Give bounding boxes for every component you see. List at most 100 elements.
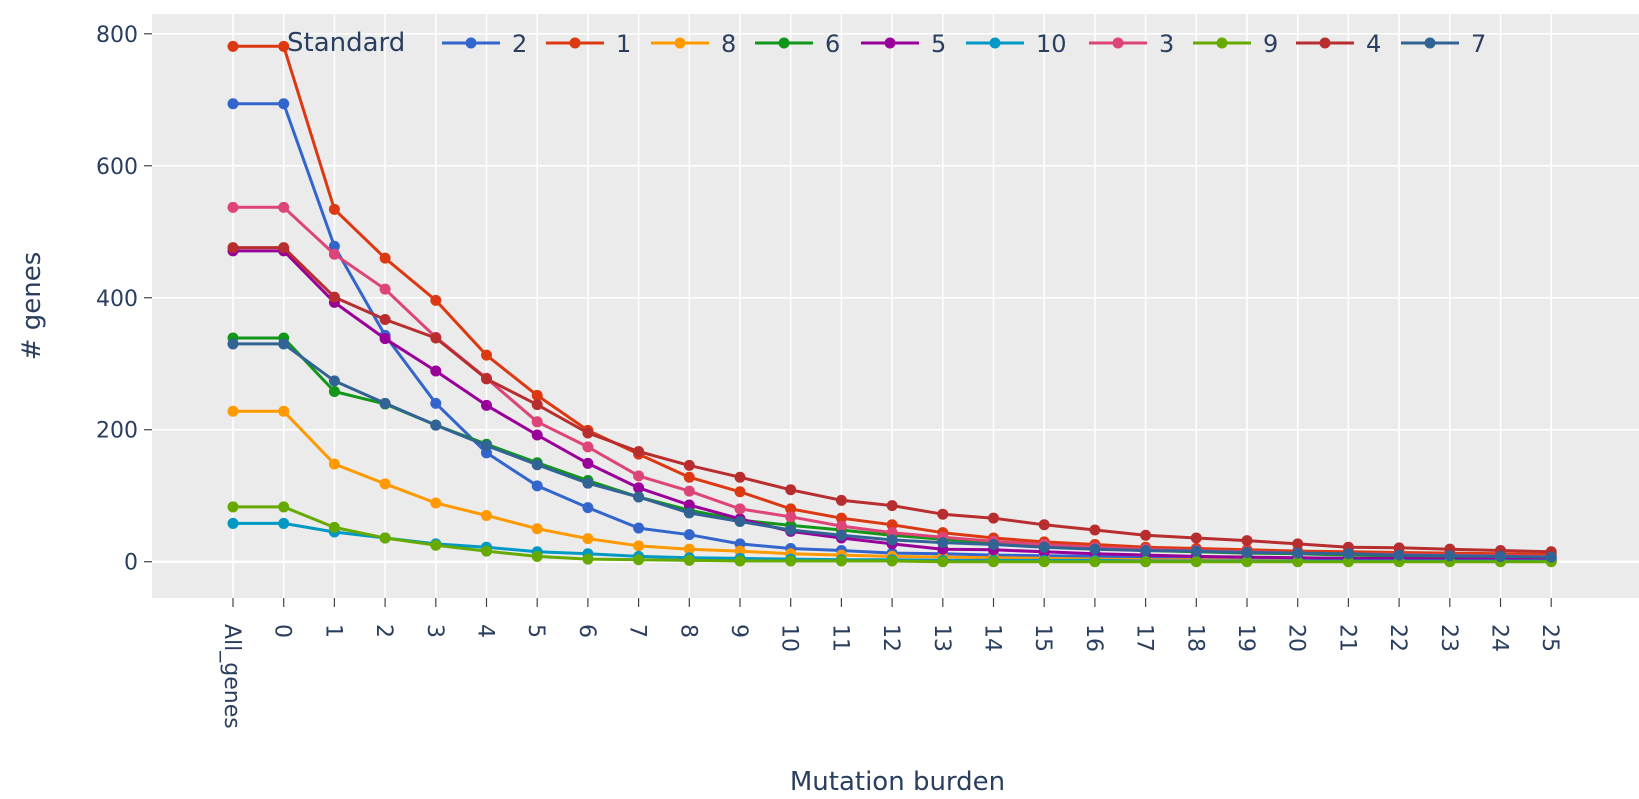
plot-background [152, 14, 1639, 598]
x-tick-label: 14 [980, 624, 1005, 652]
data-point [1140, 529, 1152, 541]
legend-swatch-marker [674, 37, 686, 49]
data-point [328, 240, 340, 252]
data-point [734, 486, 746, 498]
x-tick-label: 13 [929, 624, 954, 652]
x-tick-label: 19 [1233, 624, 1258, 652]
data-point [227, 40, 239, 52]
data-point [835, 494, 847, 506]
data-point [633, 470, 645, 482]
data-point [430, 294, 442, 306]
data-point [1292, 556, 1304, 568]
data-point [683, 499, 695, 511]
data-point [734, 471, 746, 483]
x-tick-label: 25 [1537, 624, 1562, 652]
data-point [379, 397, 391, 409]
data-point [227, 517, 239, 529]
data-point [278, 405, 290, 417]
y-tick-label: 200 [96, 419, 138, 444]
data-point [531, 550, 543, 562]
data-point [1140, 544, 1152, 556]
data-point [1190, 556, 1202, 568]
data-point [988, 539, 999, 551]
data-point [582, 427, 594, 439]
data-point [582, 477, 594, 489]
data-point [683, 459, 695, 471]
data-point [785, 484, 797, 496]
data-point [886, 500, 898, 512]
legend-item-8[interactable]: 8 [651, 30, 736, 58]
data-point [633, 540, 645, 552]
data-point [531, 416, 543, 428]
legend-swatch-marker [1319, 37, 1331, 49]
data-point [1241, 546, 1253, 558]
data-point [481, 510, 492, 522]
legend-item-10[interactable]: 10 [966, 30, 1067, 58]
data-point [531, 480, 543, 492]
x-tick-label: 3 [422, 624, 447, 638]
legend-item-4[interactable]: 4 [1296, 30, 1381, 58]
legend-item-2[interactable]: 2 [442, 30, 527, 58]
data-point [835, 512, 847, 524]
data-point [328, 385, 340, 397]
x-tick-label: 4 [473, 624, 498, 638]
data-point [1292, 547, 1304, 559]
x-tick-label: 2 [371, 624, 396, 638]
data-point [886, 519, 898, 531]
data-point [1495, 550, 1506, 562]
legend-swatch-marker [1424, 37, 1436, 49]
x-tick-label: 15 [1030, 624, 1055, 652]
data-point [582, 457, 594, 469]
data-point [1038, 519, 1050, 531]
x-tick-label: 12 [878, 624, 903, 652]
legend[interactable]: Standard 2 1 8 6 5 10 3 9 4 7 [287, 28, 1486, 58]
series-lines [227, 40, 1557, 568]
legend-item-3[interactable]: 3 [1089, 30, 1174, 58]
x-tick-label: 9 [726, 624, 751, 638]
legend-item-7[interactable]: 7 [1401, 30, 1486, 58]
data-point [785, 555, 797, 567]
data-point [430, 419, 442, 431]
data-point [278, 98, 290, 110]
legend-item-1[interactable]: 1 [546, 30, 631, 58]
data-point [785, 524, 797, 536]
data-point [481, 545, 492, 557]
series-7 [227, 338, 1557, 563]
data-point [785, 503, 797, 515]
legend-item-5[interactable]: 5 [861, 30, 946, 58]
x-tick-label: 8 [675, 624, 700, 638]
data-point [379, 532, 391, 544]
data-point [227, 338, 239, 350]
data-point [278, 201, 290, 213]
x-tick-label: 16 [1081, 624, 1106, 652]
data-point [531, 523, 543, 535]
data-point [328, 248, 340, 260]
data-point [683, 554, 695, 566]
y-tick-label: 600 [96, 155, 138, 180]
data-point [278, 338, 290, 350]
data-point [1342, 556, 1354, 568]
data-point [734, 515, 746, 527]
y-axis-title: # genes [17, 252, 47, 361]
y-tick-label: 0 [124, 551, 138, 576]
legend-label: 10 [1036, 30, 1067, 58]
x-tick-label: 22 [1385, 624, 1410, 652]
legend-title: Standard [287, 28, 405, 58]
data-point [531, 399, 543, 411]
data-point [1140, 556, 1152, 568]
data-point [633, 554, 645, 566]
x-tick-label: 7 [625, 624, 650, 638]
x-tick-label: 1 [320, 624, 345, 638]
legend-label: 8 [721, 30, 736, 58]
legend-item-9[interactable]: 9 [1193, 30, 1278, 58]
data-point [481, 399, 492, 411]
data-point [379, 478, 391, 490]
data-point [531, 429, 543, 441]
data-point [683, 485, 695, 497]
legend-item-6[interactable]: 6 [755, 30, 840, 58]
data-point [227, 201, 239, 213]
x-tick-label: 17 [1132, 624, 1157, 652]
data-point [683, 543, 695, 555]
data-point [227, 242, 239, 254]
data-point [633, 446, 645, 458]
